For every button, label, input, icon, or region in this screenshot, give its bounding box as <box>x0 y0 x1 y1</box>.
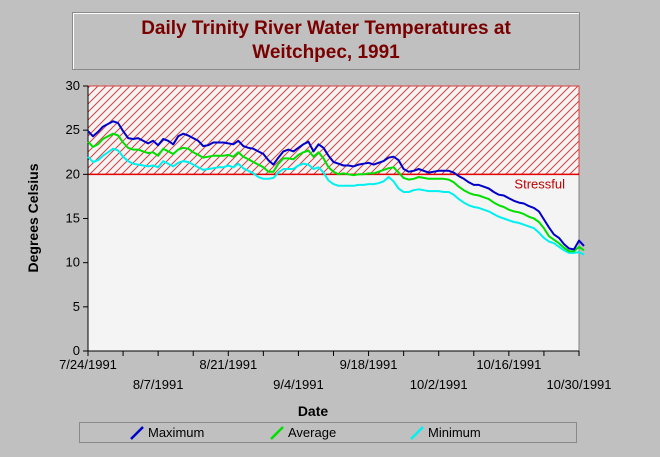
x-tick-label: 10/16/1991 <box>476 357 541 372</box>
x-axis-title: Date <box>298 403 329 419</box>
legend-line-maximum-icon <box>130 426 144 440</box>
legend-label-average: Average <box>288 425 337 440</box>
y-axis-title: Degrees Celsius <box>25 163 41 272</box>
legend-item-maximum: Maximum <box>130 425 204 440</box>
series-line-minimum <box>87 147 585 256</box>
x-tick-label: 10/30/1991 <box>546 377 611 392</box>
legend-item-average: Average <box>270 425 336 440</box>
stressful-label: Stressful <box>514 176 565 191</box>
chart-title-line2: Weitchpec, 1991 <box>252 42 400 63</box>
y-tick-label: 0 <box>73 343 80 358</box>
legend-label-minimum: Minimum <box>428 425 481 440</box>
y-tick-label: 30 <box>66 78 80 93</box>
x-tick-label: 8/7/1991 <box>133 377 184 392</box>
x-tick-label: 9/18/1991 <box>340 357 398 372</box>
y-tick-label: 25 <box>66 122 80 137</box>
chart-title-box: Daily Trinity River Water Temperatures a… <box>72 12 580 70</box>
series-line-average <box>87 132 585 253</box>
y-tick-label: 5 <box>73 299 80 314</box>
x-tick-label: 10/2/1991 <box>410 377 468 392</box>
legend: Maximum Average Minimum <box>79 422 577 443</box>
x-tick-label: 8/21/1991 <box>199 357 257 372</box>
legend-label-maximum: Maximum <box>148 425 205 440</box>
x-tick-label: 9/4/1991 <box>273 377 324 392</box>
x-tick-label: 7/24/1991 <box>59 357 117 372</box>
legend-line-average-icon <box>270 426 284 440</box>
y-tick-label: 15 <box>66 211 80 226</box>
chart-title-line1: Daily Trinity River Water Temperatures a… <box>141 18 511 39</box>
series-line-maximum <box>87 120 585 251</box>
legend-item-minimum: Minimum <box>410 425 481 440</box>
y-tick-label: 20 <box>66 166 80 181</box>
legend-line-minimum-icon <box>410 426 424 440</box>
stressful-zone <box>87 85 580 175</box>
y-tick-label: 10 <box>66 255 80 270</box>
